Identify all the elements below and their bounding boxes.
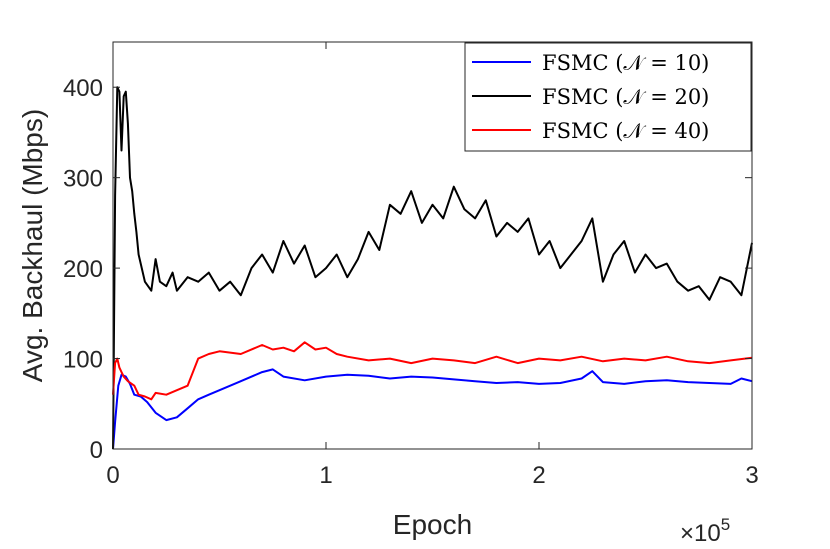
series-line-1 [112, 368, 753, 450]
legend-entry-label: FSMC (𝒩 = 10) [542, 51, 709, 75]
y-tick-label: 200 [63, 256, 103, 283]
legend-entry-label: FSMC (𝒩 = 20) [542, 85, 709, 109]
x-axis-multiplier-exponent: 5 [721, 515, 730, 534]
x-tick-label: 2 [532, 462, 545, 489]
x-tick-label: 1 [319, 462, 332, 489]
x-tick-label: 0 [106, 462, 119, 489]
plot-frame [112, 41, 753, 450]
ticks-layer: 0 1 2 3 0 100 200 300 400 [63, 42, 759, 489]
series-line-3 [112, 341, 753, 401]
legend: FSMC (𝒩 = 10) FSMC (𝒩 = 20) FSMC (𝒩 = 40) [464, 42, 752, 152]
y-tick-label: 300 [63, 166, 103, 193]
series-layer [112, 86, 753, 450]
x-axis-label: Epoch [393, 509, 472, 540]
x-tick-label: 3 [745, 462, 758, 489]
y-axis-label: Avg. Backhaul (Mbps) [17, 109, 48, 382]
y-tick-label: 100 [63, 347, 103, 374]
series-line-2 [112, 86, 753, 450]
x-axis-exponent: ×105 [680, 515, 730, 547]
x-axis-multiplier: ×10 [680, 520, 721, 547]
y-tick-label: 400 [63, 75, 103, 102]
legend-entry-label: FSMC (𝒩 = 40) [542, 119, 709, 143]
y-tick-label: 0 [90, 437, 103, 464]
